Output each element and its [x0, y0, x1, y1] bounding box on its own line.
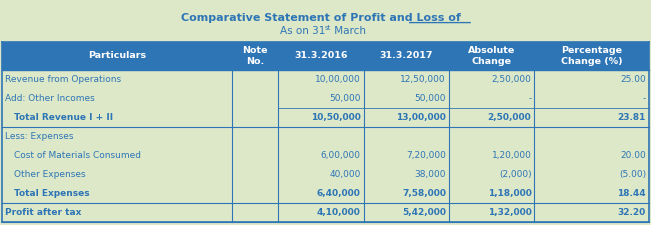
Text: st: st — [325, 25, 331, 32]
Text: 38,000: 38,000 — [415, 170, 446, 179]
Text: 32.20: 32.20 — [618, 208, 646, 217]
Text: Total Expenses: Total Expenses — [14, 189, 90, 198]
Text: 40,000: 40,000 — [329, 170, 361, 179]
Text: Add: Other Incomes: Add: Other Incomes — [5, 94, 95, 103]
Text: 50,000: 50,000 — [415, 94, 446, 103]
Text: Note
No.: Note No. — [242, 46, 268, 66]
Text: March: March — [331, 26, 366, 36]
Text: 13,00,000: 13,00,000 — [396, 113, 446, 122]
Text: Cost of Materials Consumed: Cost of Materials Consumed — [14, 151, 141, 160]
Text: 18.44: 18.44 — [617, 189, 646, 198]
Text: Less: Expenses: Less: Expenses — [5, 132, 74, 141]
Text: 23.81: 23.81 — [618, 113, 646, 122]
Text: -: - — [643, 94, 646, 103]
Text: 6,40,000: 6,40,000 — [317, 189, 361, 198]
Text: ___________: ___________ — [409, 13, 471, 23]
Text: 2,50,000: 2,50,000 — [488, 113, 531, 122]
Text: 10,00,000: 10,00,000 — [315, 75, 361, 84]
Text: 7,58,000: 7,58,000 — [402, 189, 446, 198]
Text: 20.00: 20.00 — [620, 151, 646, 160]
Text: 5,42,000: 5,42,000 — [402, 208, 446, 217]
Text: 1,32,000: 1,32,000 — [488, 208, 531, 217]
Text: 2,50,000: 2,50,000 — [492, 75, 531, 84]
Text: 25.00: 25.00 — [620, 75, 646, 84]
Text: Other Expenses: Other Expenses — [14, 170, 86, 179]
Text: 7,20,000: 7,20,000 — [406, 151, 446, 160]
Text: Comparative Statement of Profit and Loss of: Comparative Statement of Profit and Loss… — [181, 13, 469, 23]
Text: 10,50,000: 10,50,000 — [311, 113, 361, 122]
Text: -: - — [528, 94, 531, 103]
Text: 50,000: 50,000 — [329, 94, 361, 103]
Text: As on 31: As on 31 — [280, 26, 325, 36]
Text: Revenue from Operations: Revenue from Operations — [5, 75, 121, 84]
Text: 1,18,000: 1,18,000 — [488, 189, 531, 198]
Text: Percentage
Change (%): Percentage Change (%) — [561, 46, 622, 66]
Text: (2,000): (2,000) — [499, 170, 531, 179]
Text: 31.3.2016: 31.3.2016 — [294, 52, 348, 61]
Text: 1,20,000: 1,20,000 — [492, 151, 531, 160]
Text: 12,50,000: 12,50,000 — [400, 75, 446, 84]
Text: Particulars: Particulars — [88, 52, 146, 61]
Text: 6,00,000: 6,00,000 — [321, 151, 361, 160]
Text: Absolute
Change: Absolute Change — [468, 46, 516, 66]
Text: 31.3.2017: 31.3.2017 — [380, 52, 433, 61]
Bar — [2, 70, 649, 222]
Bar — [2, 42, 649, 70]
Text: Total Revenue I + II: Total Revenue I + II — [14, 113, 113, 122]
Text: 4,10,000: 4,10,000 — [317, 208, 361, 217]
Text: Profit after tax: Profit after tax — [5, 208, 81, 217]
Text: (5.00): (5.00) — [619, 170, 646, 179]
